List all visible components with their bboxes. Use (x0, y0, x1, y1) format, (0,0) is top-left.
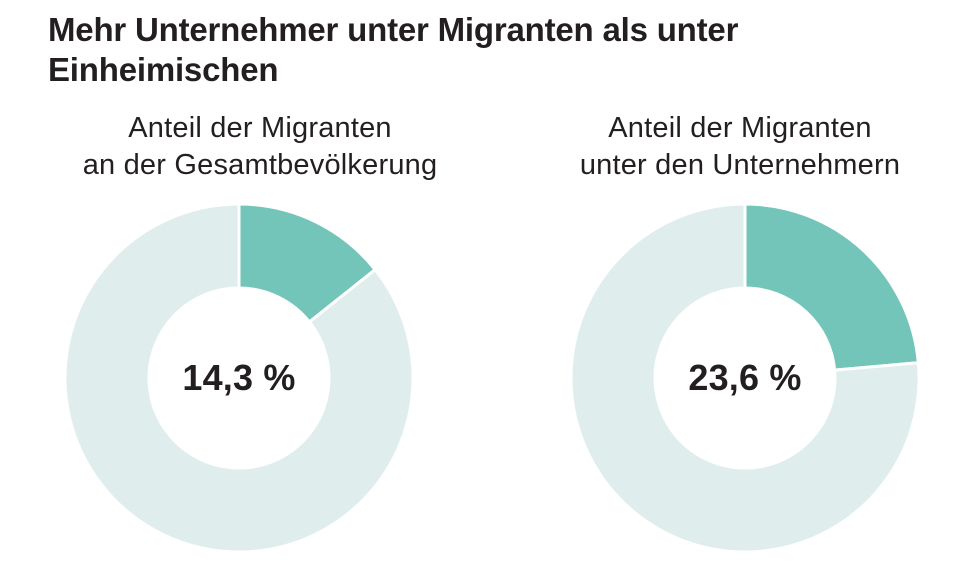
chart-subtitle-population: Anteil der Migranten an der Gesamtbevölk… (30, 110, 490, 184)
chart-subtitle-entrepreneurs: Anteil der Migranten unter den Unternehm… (510, 110, 970, 184)
chart-subtitle-population-line-1: Anteil der Migranten (128, 112, 392, 144)
page-title-line-2: Einheimischen (48, 51, 279, 88)
chart-subtitle-population-line-2: an der Gesamtbevölkerung (82, 149, 438, 181)
donut-svg-population (65, 204, 413, 552)
donut-chart-population: 14,3 % (65, 204, 413, 552)
donut-slice-rest (65, 204, 413, 552)
page-title: Mehr Unternehmer unter Migranten als unt… (48, 10, 948, 90)
donut-slice-rest (571, 204, 919, 552)
donut-svg-entrepreneurs (571, 204, 919, 552)
donut-chart-entrepreneurs: 23,6 % (571, 204, 919, 552)
chart-subtitle-entrepreneurs-line-2: unter den Unternehmern (579, 149, 901, 181)
page-title-line-1: Mehr Unternehmer unter Migranten als unt… (48, 11, 739, 48)
chart-subtitle-entrepreneurs-line-1: Anteil der Migranten (608, 112, 872, 144)
donut-slice-migranten (743, 204, 919, 372)
